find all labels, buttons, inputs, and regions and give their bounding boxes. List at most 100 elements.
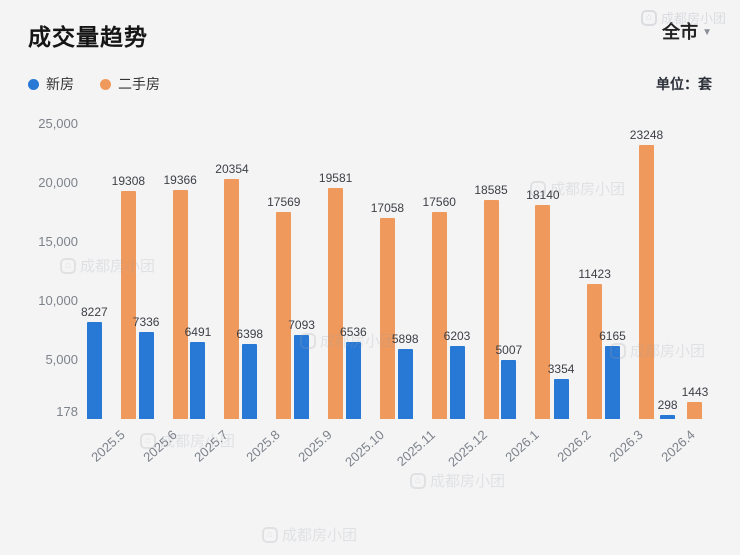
bar-value-label: 17560: [422, 194, 456, 209]
x-axis-label: 2025.12: [445, 427, 491, 470]
bar-value-label: 19308: [111, 174, 146, 189]
bar-s1-c5: [379, 217, 395, 419]
bar-s1-c7: [483, 199, 499, 419]
x-axis-label: 2025.9: [295, 427, 335, 465]
bar-s1-c3: [276, 211, 292, 419]
x-axis-label: 2025.5: [88, 427, 128, 465]
watermark-logo-icon: ⌂: [410, 472, 426, 489]
x-axis-label: 2026.4: [657, 427, 698, 465]
bar-s0-c4: [294, 335, 310, 419]
y-tick-label: 178: [56, 403, 78, 419]
bar-s0-c5: [345, 341, 361, 419]
y-axis: 178 5,000 10,000 15,000 20,000 25,000: [28, 116, 88, 419]
bar-value-label: 1443: [681, 384, 709, 399]
bar-group: 7336 19366: [133, 124, 197, 419]
y-tick-label: 20,000: [38, 175, 78, 190]
unit-label: 单位：套: [656, 76, 712, 92]
bar-s1-c2: [224, 178, 240, 419]
bar-group: 5007 18140: [495, 124, 560, 419]
scope-label: 全市: [662, 22, 699, 42]
bar-value-label: 5898: [391, 332, 419, 347]
x-axis-label: 2025.8: [243, 427, 284, 465]
bar-value-label: 18585: [474, 182, 508, 197]
bar-value-label: 17058: [370, 200, 405, 215]
x-axis: 2025.5 2025.6 2025.7 2025.8 2025.9 2025.10 202…: [88, 419, 712, 471]
city-scope-dropdown[interactable]: 全市 ▼: [662, 18, 712, 44]
bar-s1-c11: [687, 401, 703, 419]
bar-s0-c8: [501, 359, 517, 419]
bar-chart: 178 5,000 10,000 15,000 20,000 25,000 8227 193…: [28, 116, 712, 419]
bar-s0-c0: [86, 321, 102, 419]
page-title: 成交量趋势: [28, 24, 148, 50]
y-tick-label: 25,000: [38, 116, 78, 131]
bar-value-label: 18140: [526, 187, 560, 202]
bar-value-label: 17569: [267, 194, 301, 209]
bar-value-label: 19581: [318, 170, 353, 185]
bar-value-label: 6165: [599, 329, 626, 344]
watermark: ⌂ 成都房小团: [410, 470, 505, 491]
chevron-down-icon: ▼: [702, 26, 712, 38]
x-axis-label: 2026.1: [502, 427, 543, 465]
bar-s0-c11: [660, 415, 676, 419]
bar-group: 5898 17560: [392, 124, 456, 419]
bar-value-label: 7336: [132, 315, 160, 330]
bar-group: 6203 18585: [444, 124, 508, 419]
watermark: ⌂ 成都房小团: [262, 524, 357, 545]
y-tick-label: 15,000: [38, 234, 78, 249]
plot-area: 8227 19308 7336 19366 6491 20354 6398 17569 7093…: [81, 124, 712, 419]
bar-group: 6536 17058: [340, 124, 404, 419]
bar-s0-c10: [604, 346, 620, 419]
bar-group: 6398 17569: [236, 124, 300, 419]
x-axis-label: 2026.2: [554, 427, 594, 465]
watermark-logo-icon: ⌂: [262, 526, 278, 543]
bar-value-label: 7093: [288, 318, 315, 333]
bar-value-label: 3354: [547, 362, 575, 377]
bar-s0-c2: [190, 342, 206, 419]
bar-group: 298 1443: [657, 124, 709, 419]
x-axis-label: 2025.10: [341, 427, 387, 470]
legend-dot-new-homes: [28, 78, 39, 90]
x-axis-label: 2026.3: [606, 427, 646, 465]
legend-item-secondhand-homes[interactable]: 二手房: [100, 74, 160, 94]
bar-s0-c9: [553, 379, 569, 419]
bar-value-label: 6536: [340, 324, 367, 339]
bar-s1-c4: [328, 187, 344, 419]
bar-value-label: 11423: [578, 267, 611, 282]
bar-value-label: 298: [657, 398, 678, 413]
legend: 新房 二手房: [28, 74, 160, 94]
bar-s0-c7: [449, 345, 465, 419]
legend-dot-secondhand-homes: [100, 78, 111, 90]
y-tick-label: 10,000: [38, 293, 78, 308]
bar-s1-c1: [172, 190, 188, 419]
bar-value-label: 6491: [184, 325, 212, 340]
bar-s1-c0: [120, 191, 136, 419]
bar-group: 6165 23248: [599, 124, 663, 419]
bar-value-label: 6398: [236, 326, 264, 341]
bar-value-label: 23248: [629, 127, 664, 142]
y-tick-label: 5,000: [45, 352, 78, 367]
bar-value-label: 8227: [80, 304, 108, 319]
bar-group: 6491 20354: [185, 124, 249, 419]
bar-value-label: 6203: [443, 328, 471, 343]
bar-value-label: 19366: [163, 173, 197, 188]
x-axis-label: 2025.6: [139, 427, 180, 465]
legend-item-new-homes[interactable]: 新房: [28, 74, 74, 94]
bar-s0-c6: [397, 349, 413, 419]
bar-group: 3354 11423: [548, 124, 611, 419]
bar-value-label: 5007: [495, 342, 523, 357]
bar-s1-c9: [587, 284, 603, 419]
bar-value-label: 20354: [215, 161, 249, 176]
bar-s1-c10: [638, 144, 654, 419]
legend-label-secondhand-homes: 二手房: [118, 76, 160, 92]
bar-s1-c6: [431, 211, 447, 419]
bar-group: 8227 19308: [81, 124, 145, 419]
bar-s0-c1: [138, 332, 154, 419]
bar-s0-c3: [242, 343, 258, 419]
legend-label-new-homes: 新房: [46, 76, 74, 92]
x-axis-labels: 2025.5 2025.6 2025.7 2025.8 2025.9 2025.10 202…: [88, 419, 712, 471]
x-axis-label: 2025.11: [394, 427, 439, 469]
x-axis-label: 2025.7: [191, 427, 232, 465]
bar-s1-c8: [535, 204, 551, 419]
bar-group: 7093 19581: [288, 124, 352, 419]
